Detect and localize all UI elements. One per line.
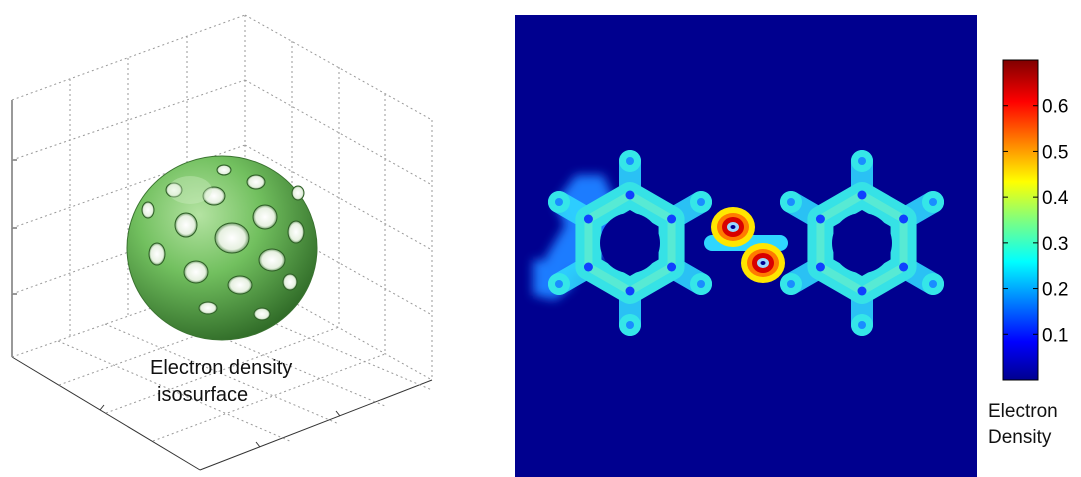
hole bbox=[202, 186, 226, 206]
hole bbox=[252, 204, 278, 230]
colorbar-gradient bbox=[1002, 59, 1039, 381]
hole bbox=[291, 185, 305, 201]
density-heatmap bbox=[515, 15, 977, 477]
x-axis-line bbox=[11, 356, 201, 471]
colorbar-tick-label: 0.2 bbox=[1042, 280, 1068, 301]
hole bbox=[141, 201, 155, 219]
isosurface-label-line1: Electron density bbox=[150, 357, 293, 379]
colorbar-ticks: 0.1 0.2 0.3 0.4 0.5 0.6 bbox=[1003, 97, 1069, 346]
hole bbox=[253, 307, 271, 321]
colorbar-title-line2: Density bbox=[988, 427, 1052, 448]
hole bbox=[183, 260, 209, 284]
colorbar-tick-label: 0.6 bbox=[1042, 97, 1068, 118]
hole bbox=[246, 174, 266, 190]
y-axis-line bbox=[199, 379, 433, 471]
isosurface-label-line2: isosurface bbox=[157, 384, 249, 406]
colorbar: 0.1 0.2 0.3 0.4 0.5 0.6 bbox=[1002, 59, 1069, 381]
hole bbox=[216, 164, 232, 176]
hole bbox=[287, 220, 305, 244]
molecule-density bbox=[547, 150, 945, 336]
left-ring bbox=[547, 150, 713, 336]
hole bbox=[148, 242, 166, 266]
right-ring bbox=[779, 150, 945, 336]
hole bbox=[198, 301, 218, 315]
hole bbox=[227, 275, 253, 295]
central-bond bbox=[704, 207, 788, 283]
isosurface-plot bbox=[11, 14, 433, 471]
hole bbox=[174, 212, 198, 238]
colorbar-title-line1: Electron bbox=[988, 401, 1058, 422]
colorbar-tick-label: 0.4 bbox=[1042, 188, 1069, 209]
hole bbox=[214, 222, 250, 254]
colorbar-tick-label: 0.5 bbox=[1042, 142, 1068, 163]
hole bbox=[258, 248, 286, 272]
electron-density-isosurface bbox=[126, 155, 318, 341]
colorbar-tick-label: 0.3 bbox=[1042, 234, 1068, 255]
colorbar-tick-label: 0.1 bbox=[1042, 325, 1068, 346]
hole bbox=[165, 182, 183, 198]
hole bbox=[282, 273, 298, 291]
